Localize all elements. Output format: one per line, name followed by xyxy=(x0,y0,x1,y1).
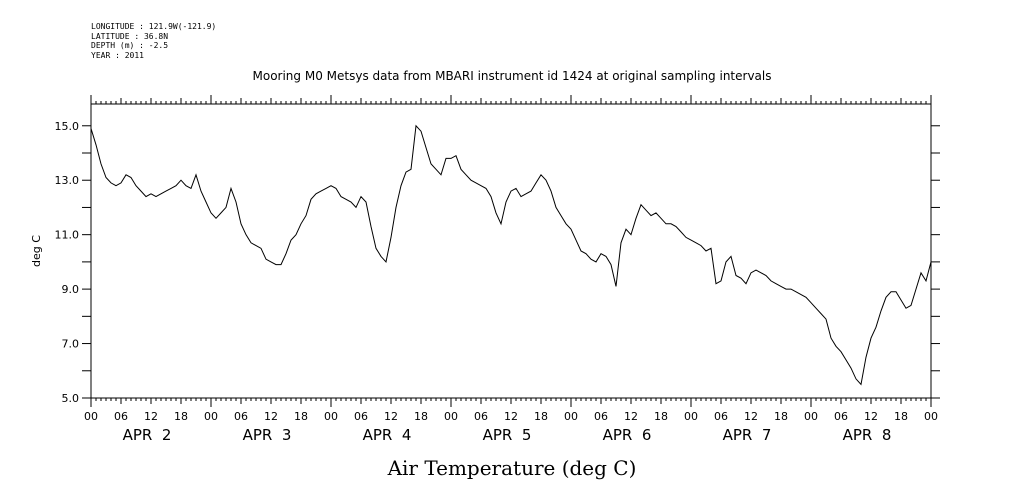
tick-marks xyxy=(82,95,940,407)
y-tick-label: 9.0 xyxy=(62,283,80,296)
depth-text: DEPTH (m) : -2.5 xyxy=(91,41,169,50)
x-axis-label: Air Temperature (deg C) xyxy=(387,456,637,480)
x-tick-label: 18 xyxy=(774,410,788,423)
x-tick-label: 00 xyxy=(804,410,818,423)
x-tick-label: 18 xyxy=(294,410,308,423)
chart-title: Mooring M0 Metsys data from MBARI instru… xyxy=(253,69,772,83)
x-tick-label: 06 xyxy=(354,410,368,423)
x-tick-label: 12 xyxy=(624,410,638,423)
x-tick-label: 00 xyxy=(324,410,338,423)
day-label: APR 2 xyxy=(123,426,172,444)
x-tick-label: 06 xyxy=(234,410,248,423)
x-tick-label: 12 xyxy=(744,410,758,423)
y-tick-label: 15.0 xyxy=(55,120,80,133)
x-tick-label: 00 xyxy=(444,410,458,423)
x-tick-label: 06 xyxy=(474,410,488,423)
tick-labels: 5.0 7.0 9.0 11.0 13.0 15.0 00 06 12 18 00 06 12 18 00 0… xyxy=(55,120,939,444)
axes xyxy=(90,103,932,399)
x-tick-label: 00 xyxy=(84,410,98,423)
x-tick-label: 06 xyxy=(714,410,728,423)
day-label: APR 8 xyxy=(843,426,892,444)
x-tick-label: 06 xyxy=(834,410,848,423)
x-tick-label: 12 xyxy=(864,410,878,423)
x-tick-label: 18 xyxy=(654,410,668,423)
day-label: APR 3 xyxy=(243,426,292,444)
x-tick-label: 18 xyxy=(414,410,428,423)
metadata-block: LONGITUDE : 121.9W(-121.9) LATITUDE : 36… xyxy=(91,22,216,60)
latitude-text: LATITUDE : 36.8N xyxy=(91,31,169,41)
x-tick-label: 00 xyxy=(204,410,218,423)
x-tick-label: 12 xyxy=(264,410,278,423)
longitude-text: LONGITUDE : 121.9W(-121.9) xyxy=(91,22,217,31)
plot-frame xyxy=(90,103,932,399)
x-tick-label: 18 xyxy=(534,410,548,423)
series-line-air-temperature xyxy=(90,124,932,386)
day-label: APR 6 xyxy=(603,426,652,444)
day-label: APR 7 xyxy=(723,426,772,444)
x-tick-label: 06 xyxy=(114,410,128,423)
y-tick-label: 7.0 xyxy=(62,338,80,351)
x-tick-label: 12 xyxy=(384,410,398,423)
x-tick-label: 18 xyxy=(174,410,188,423)
x-tick-label: 12 xyxy=(144,410,158,423)
y-axis-label: deg C xyxy=(30,235,43,267)
x-tick-label: 00 xyxy=(564,410,578,423)
day-label: APR 5 xyxy=(483,426,532,444)
y-tick-label: 11.0 xyxy=(55,229,80,242)
x-tick-label: 00 xyxy=(924,410,938,423)
day-label: APR 4 xyxy=(363,426,412,444)
x-tick-label: 12 xyxy=(504,410,518,423)
year-text: YEAR : 2011 xyxy=(91,50,144,60)
y-tick-label: 5.0 xyxy=(62,392,80,405)
x-tick-label: 06 xyxy=(594,410,608,423)
x-tick-label: 18 xyxy=(894,410,908,423)
y-tick-label: 13.0 xyxy=(55,174,80,187)
x-tick-label: 00 xyxy=(684,410,698,423)
